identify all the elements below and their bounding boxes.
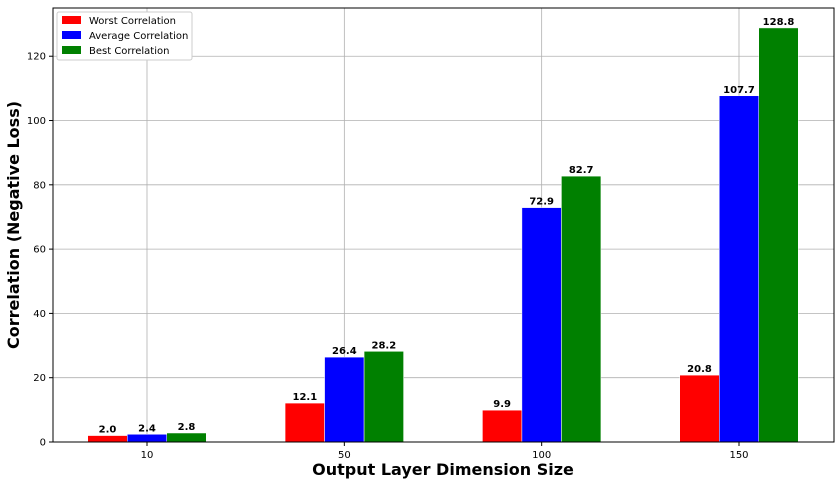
data-label: 12.1 — [292, 392, 317, 403]
data-label: 28.2 — [371, 340, 396, 351]
data-labels-group: 2.0 2.4 2.8 12.1 26.4 28.2 9.9 72.9 82.7 20.8 107.… — [99, 17, 795, 436]
x-tick-label: 150 — [729, 450, 748, 461]
y-tick-label: 100 — [27, 116, 46, 127]
x-tick-label: 100 — [532, 450, 551, 461]
data-label: 20.8 — [687, 364, 712, 375]
bar-worst-correlation — [87, 435, 128, 443]
legend-label-worst: Worst Correlation — [89, 16, 176, 27]
y-axis-ticks: 0 20 40 60 80 100 120 — [27, 52, 53, 449]
bar-average-correlation — [719, 95, 759, 443]
legend-label-average: Average Correlation — [89, 31, 188, 42]
data-label: 26.4 — [332, 346, 357, 357]
bar-best-correlation — [166, 432, 207, 443]
bar-average-correlation — [324, 356, 365, 443]
bar-worst-correlation — [284, 402, 325, 443]
plot-area — [53, 8, 834, 442]
bar-average-correlation — [521, 207, 562, 443]
data-label: 128.8 — [763, 17, 795, 28]
legend-box — [56, 11, 193, 61]
x-axis-title: Output Layer Dimension Size — [312, 460, 574, 479]
y-tick-label: 40 — [33, 309, 46, 320]
bar-best-correlation — [363, 351, 404, 443]
bar-worst-correlation — [482, 409, 523, 443]
legend-swatch-average — [62, 31, 81, 39]
legend-swatch-best — [62, 46, 81, 54]
x-tick-label: 50 — [338, 450, 351, 461]
data-label: 2.0 — [99, 425, 117, 436]
bar-best-correlation — [561, 175, 602, 443]
bar-worst-correlation — [679, 374, 720, 443]
data-label: 2.8 — [178, 422, 196, 433]
y-tick-label: 0 — [40, 438, 46, 449]
data-label: 107.7 — [723, 85, 755, 96]
data-label: 82.7 — [569, 165, 594, 176]
x-axis-ticks: 10 50 100 150 — [141, 442, 749, 461]
legend-swatch-worst — [62, 16, 81, 24]
x-tick-label: 10 — [141, 450, 154, 461]
legend-label-best: Best Correlation — [89, 46, 169, 57]
bar-average-correlation — [127, 434, 167, 443]
y-tick-label: 20 — [33, 373, 46, 384]
data-label: 2.4 — [138, 423, 156, 434]
legend: Worst Correlation Average Correlation Be… — [56, 11, 193, 61]
plot-frame — [52, 7, 835, 443]
bars-group — [87, 27, 799, 443]
bar-best-correlation — [758, 27, 799, 443]
y-tick-label: 60 — [33, 245, 46, 256]
y-tick-label: 120 — [27, 52, 46, 63]
y-axis-title: Correlation (Negative Loss) — [4, 101, 23, 349]
y-tick-label: 80 — [33, 180, 46, 191]
data-label: 72.9 — [529, 197, 554, 208]
data-label: 9.9 — [493, 399, 511, 410]
